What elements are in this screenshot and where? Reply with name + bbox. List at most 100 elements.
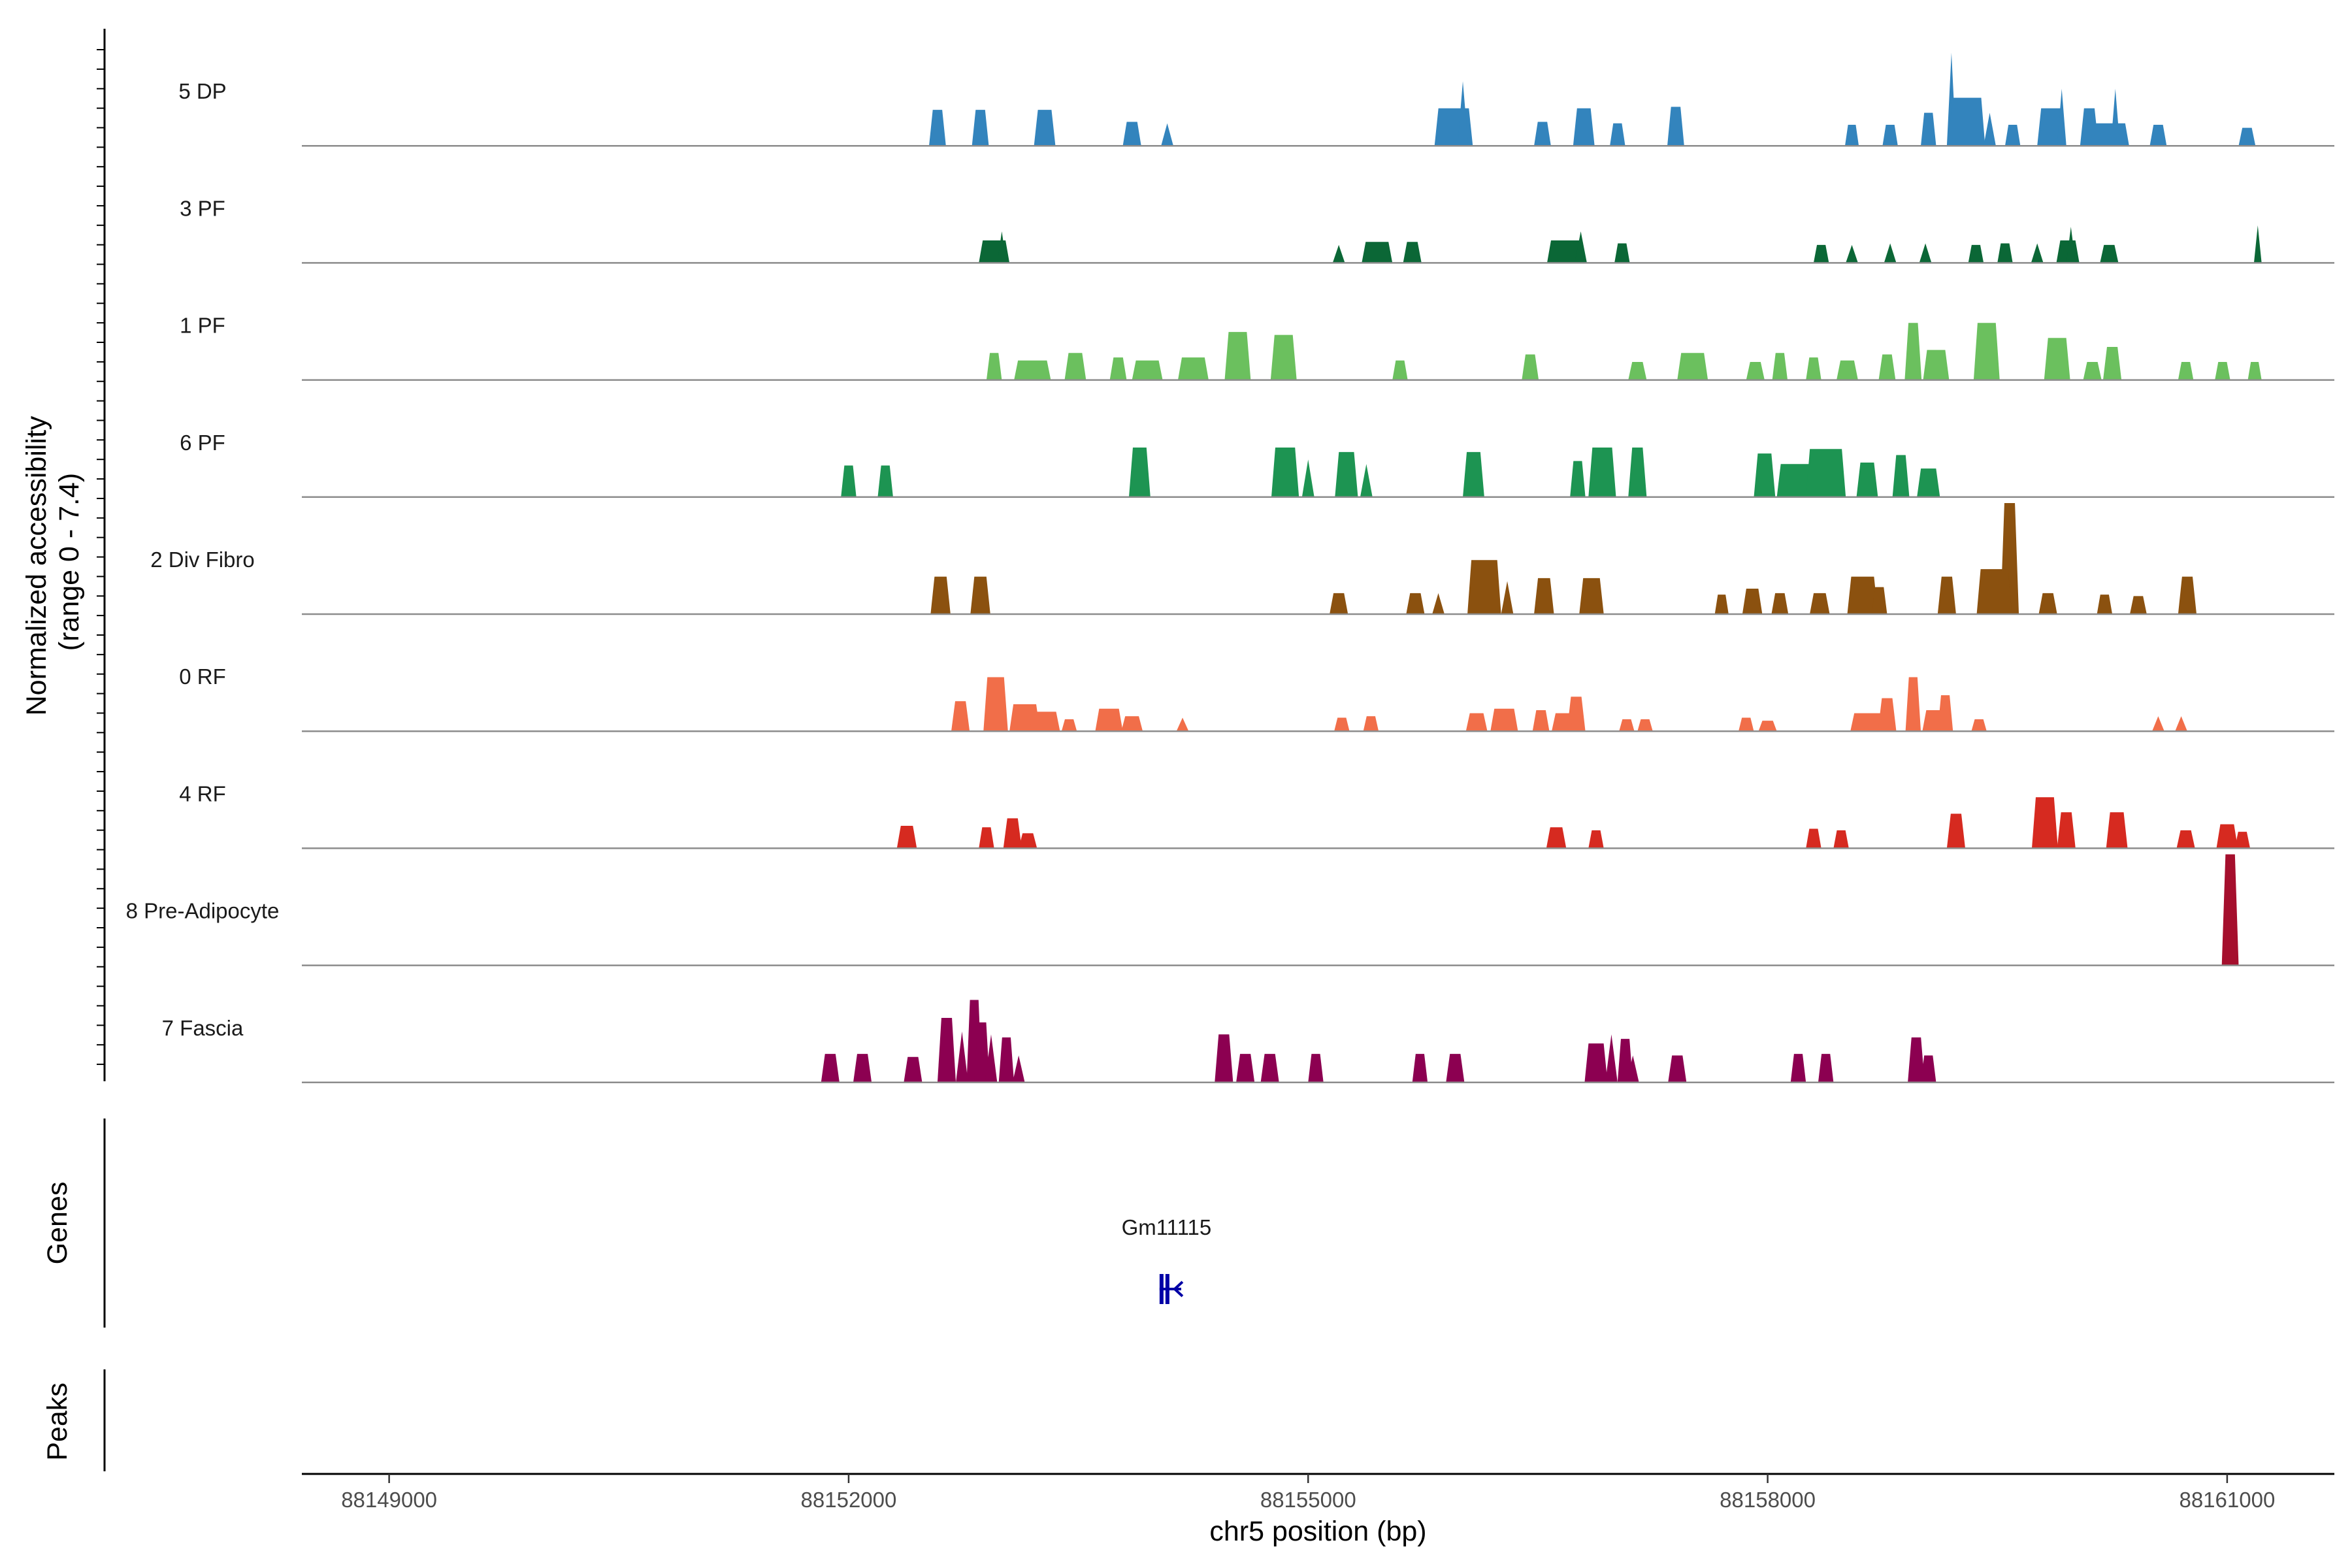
track-6-pf: 6 PF bbox=[180, 431, 2334, 498]
track-label-5-dp: 5 DP bbox=[178, 79, 226, 103]
coverage-peak bbox=[1892, 455, 1910, 497]
coverage-peak bbox=[1806, 357, 1821, 380]
coverage-peak bbox=[1177, 357, 1209, 380]
coverage-peak bbox=[2004, 125, 2021, 146]
coverage-peak bbox=[2149, 125, 2167, 146]
coverage-peak bbox=[1921, 1055, 1936, 1083]
coverage-peak bbox=[998, 1037, 1015, 1083]
coverage-peak bbox=[1833, 830, 1849, 849]
coverage-peak bbox=[1908, 1037, 1925, 1083]
gene-strand-arrow bbox=[1173, 1281, 1184, 1298]
coverage-peak bbox=[1971, 719, 1987, 732]
coverage-peak bbox=[1844, 125, 1859, 146]
y-axis-title-line-1: Normalized accessibility bbox=[21, 416, 52, 715]
coverage-peak bbox=[1271, 447, 1299, 497]
coverage-peak bbox=[1677, 353, 1708, 380]
coverage-peak bbox=[1534, 578, 1554, 614]
coverage-peak bbox=[896, 825, 917, 849]
coverage-peak bbox=[1446, 1054, 1465, 1083]
coverage-peak bbox=[1837, 360, 1858, 380]
coverage-peak bbox=[929, 110, 946, 146]
x-tick-label: 88161000 bbox=[2179, 1488, 2275, 1512]
genes-panel-title: Genes bbox=[42, 1182, 73, 1265]
coverage-peak bbox=[2234, 832, 2251, 849]
coverage-peak bbox=[2216, 824, 2238, 849]
coverage-peak bbox=[2178, 362, 2194, 380]
coverage-peak bbox=[1236, 1054, 1255, 1083]
track-5-dp: 5 DP bbox=[178, 52, 2334, 147]
coverage-peak bbox=[1260, 1054, 1279, 1083]
coverage-peak bbox=[853, 1054, 872, 1083]
coverage-peak bbox=[2106, 812, 2128, 849]
y-axis-title: Normalized accessibility (range 0 - 7.4) bbox=[21, 408, 85, 716]
coverage-peak bbox=[1573, 108, 1595, 146]
track-4-rf: 4 RF bbox=[179, 781, 2334, 849]
coverage-peak bbox=[1161, 123, 1173, 146]
coverage-peak bbox=[1270, 335, 1297, 380]
coverage-peak bbox=[1490, 708, 1518, 732]
coverage-peak bbox=[1132, 360, 1163, 380]
coverage-peak bbox=[1905, 677, 1921, 732]
coverage-peak bbox=[2080, 123, 2129, 146]
coverage-peak bbox=[1467, 560, 1501, 614]
coverage-peak bbox=[1064, 353, 1086, 380]
coverage-peak bbox=[1997, 243, 2013, 263]
coverage-peak bbox=[2044, 338, 2070, 380]
x-tick-label: 88158000 bbox=[1720, 1488, 1816, 1512]
track-2-div-fibro: 2 Div Fibro bbox=[150, 503, 2334, 615]
coverage-peak bbox=[1579, 578, 1604, 614]
coverage-peak bbox=[1546, 240, 1584, 263]
coverage-peak bbox=[1968, 244, 1984, 263]
coverage-peak bbox=[1742, 588, 1763, 614]
coverage-peak bbox=[2175, 716, 2187, 732]
coverage-peak bbox=[1882, 125, 1898, 146]
coverage-peak bbox=[1546, 827, 1567, 849]
coverage-peak bbox=[1628, 447, 1647, 497]
coverage-peak bbox=[2215, 362, 2230, 380]
track-label-2-div-fibro: 2 Div Fibro bbox=[150, 547, 255, 572]
coverage-peak bbox=[1061, 719, 1077, 732]
track-label-8-pre-adipocyte: 8 Pre-Adipocyte bbox=[126, 899, 280, 923]
coverage-peak bbox=[956, 1031, 968, 1083]
track-8-pre-adipocyte: 8 Pre-Adipocyte bbox=[126, 854, 2334, 966]
coverage-peak bbox=[1739, 717, 1754, 732]
genes-panel: Genes Gm11115 bbox=[42, 1119, 1211, 1328]
coverage-peak bbox=[2038, 593, 2057, 614]
track-label-0-rf: 0 RF bbox=[179, 664, 226, 689]
coverage-peak bbox=[1790, 1054, 1806, 1083]
coverage-peak bbox=[2130, 596, 2147, 614]
coverage-peak bbox=[1029, 711, 1060, 732]
gene-label-gm11115: Gm11115 bbox=[1122, 1215, 1212, 1239]
coverage-peak bbox=[2031, 243, 2044, 263]
coverage-peak bbox=[1856, 462, 1878, 497]
coverage-peak bbox=[1937, 576, 1956, 614]
coverage-peak bbox=[877, 465, 893, 497]
coverage-peak bbox=[1871, 587, 1887, 614]
coverage-peak bbox=[1403, 242, 1422, 263]
coverage-peak bbox=[2057, 812, 2076, 849]
coverage-peak bbox=[1308, 1054, 1324, 1083]
coverage-tracks: 5 DP 3 PF 1 PF 6 PF 2 Div Fibro 0 RF 4 RF 8 Pre… bbox=[126, 52, 2334, 1084]
track-label-6-pf: 6 PF bbox=[180, 431, 225, 455]
coverage-peak bbox=[1976, 569, 2012, 614]
coverage-peak bbox=[1109, 357, 1127, 380]
coverage-peak bbox=[1937, 695, 1953, 732]
coverage-peak bbox=[1904, 323, 1922, 380]
coverage-peak bbox=[972, 110, 989, 146]
coverage-peak bbox=[2083, 362, 2102, 380]
coverage-peak bbox=[1406, 593, 1425, 614]
gene-gm11115 bbox=[1159, 1274, 1184, 1304]
coverage-peak bbox=[1714, 595, 1729, 614]
coverage-peak bbox=[1552, 713, 1573, 732]
coverage-peak bbox=[1176, 717, 1189, 732]
coverage-peak bbox=[1813, 244, 1829, 263]
y-axis-title-line-2: (range 0 - 7.4) bbox=[54, 473, 85, 651]
x-tick-label: 88149000 bbox=[341, 1488, 437, 1512]
track-1-pf: 1 PF bbox=[180, 314, 2334, 381]
coverage-peak bbox=[1575, 231, 1587, 263]
coverage-peak bbox=[1534, 122, 1551, 146]
coverage-peak bbox=[986, 353, 1002, 380]
track-7-fascia: 7 Fascia bbox=[162, 1000, 2334, 1084]
coverage-peak bbox=[2031, 797, 2058, 849]
coverage-peak bbox=[1923, 350, 1950, 380]
